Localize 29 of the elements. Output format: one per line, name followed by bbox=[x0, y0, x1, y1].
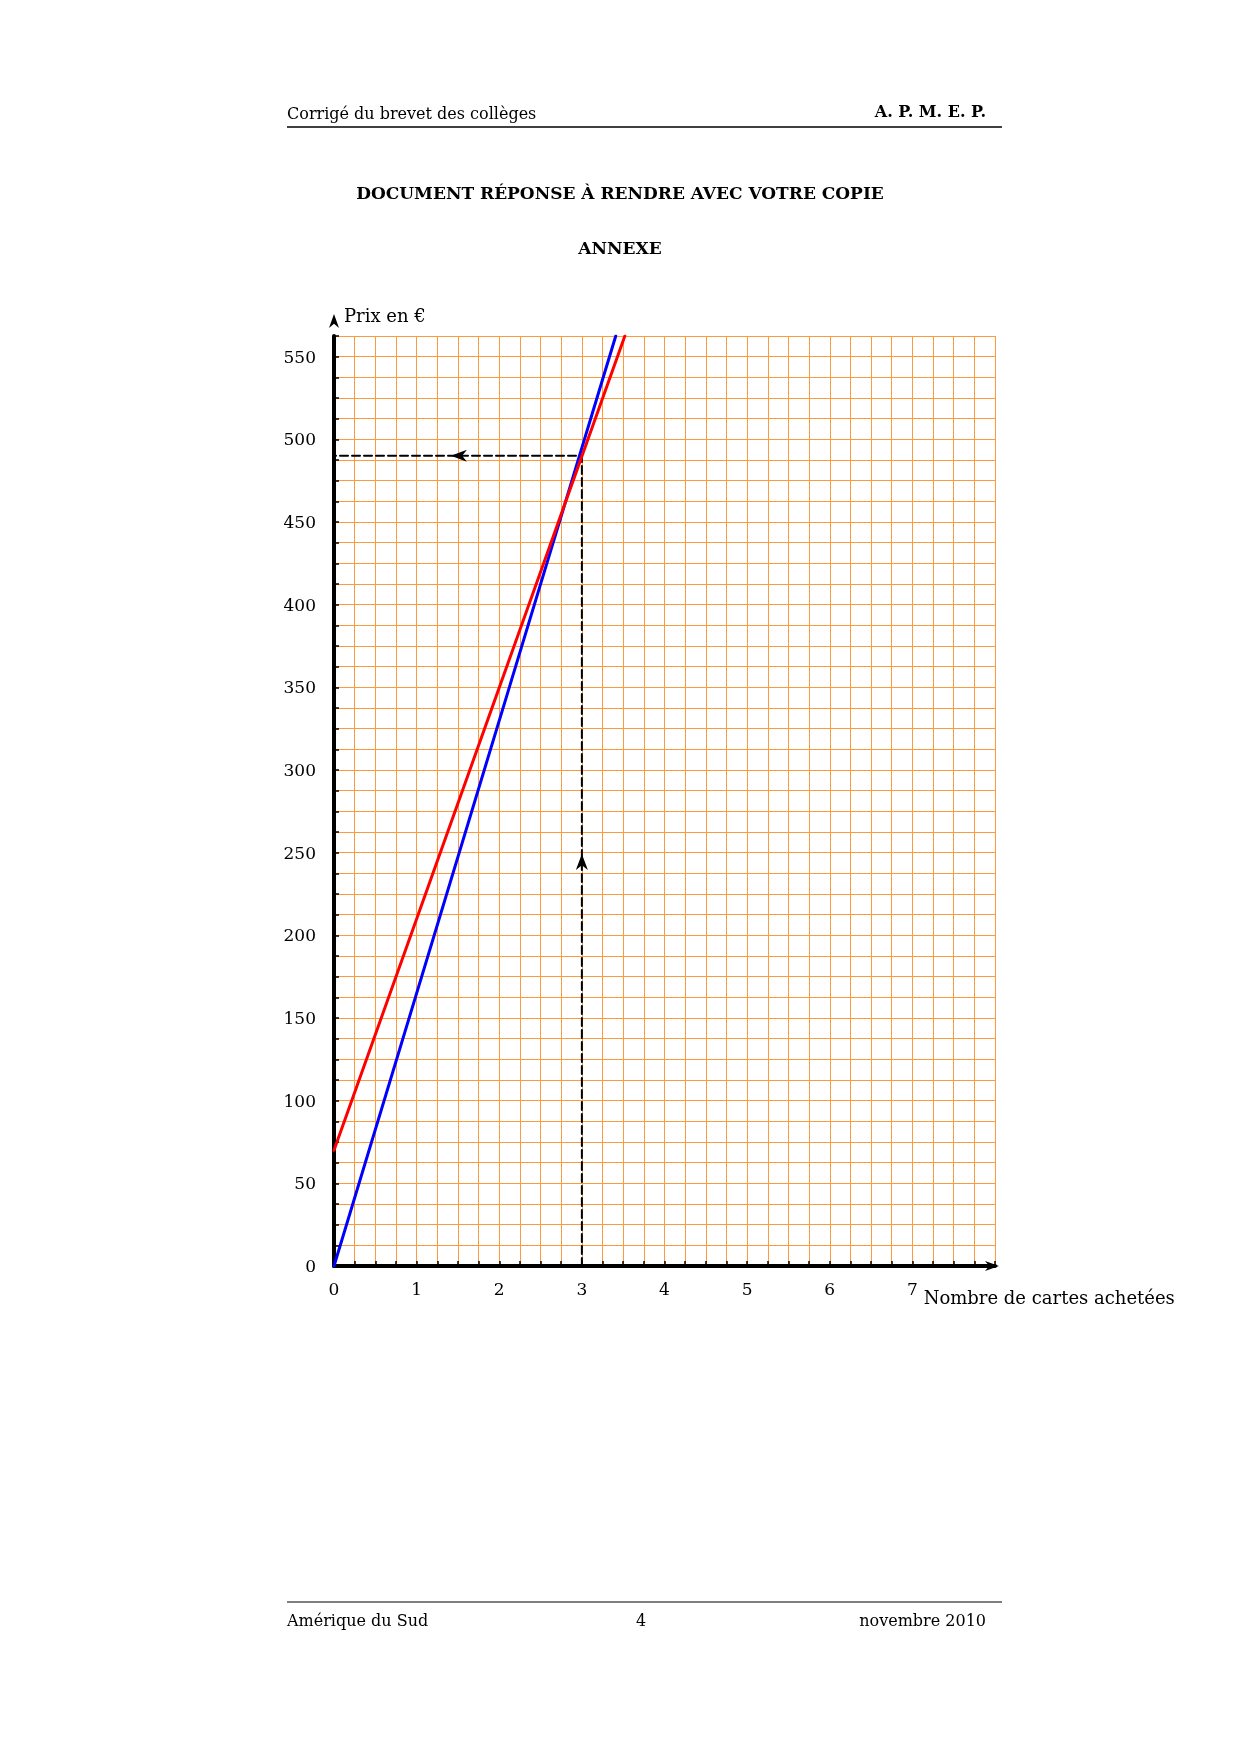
y-tick-label: 0 bbox=[305, 1256, 316, 1276]
text: Amérique du Sud bbox=[286, 1610, 429, 1630]
y-tick-label: 100 bbox=[283, 1090, 316, 1111]
y-tick-label: 200 bbox=[283, 925, 316, 946]
x-tick-label: 0 bbox=[328, 1278, 340, 1299]
x-tick-label: 5 bbox=[741, 1278, 753, 1299]
x-tick-label: 7 bbox=[906, 1278, 918, 1299]
y-axis-title: Prix en € bbox=[344, 304, 426, 326]
y-tick-label: 250 bbox=[283, 842, 316, 863]
y-tick-label: 450 bbox=[283, 512, 316, 532]
text: 4 bbox=[636, 1610, 647, 1630]
chart-subtitle: ANNEXE bbox=[577, 237, 662, 258]
y-tick-label: 550 bbox=[283, 346, 316, 367]
y-tick-label: 300 bbox=[283, 760, 316, 780]
x-axis-title: Nombre de cartes achetées bbox=[923, 1286, 1175, 1308]
y-tick-label: 400 bbox=[283, 594, 316, 615]
x-tick-label: 2 bbox=[493, 1278, 505, 1299]
x-tick-label: 1 bbox=[411, 1278, 423, 1299]
x-tick-label: 6 bbox=[824, 1278, 836, 1299]
y-tick-label: 350 bbox=[283, 677, 316, 698]
x-tick-label: 4 bbox=[659, 1278, 670, 1299]
chart-title: DOCUMENT RÉPONSE À RENDRE AVEC VOTRE COPIE bbox=[356, 182, 884, 203]
y-tick-label: 150 bbox=[283, 1008, 316, 1028]
text: A. P. M. E. P. bbox=[873, 101, 986, 121]
y-tick-label: 50 bbox=[294, 1173, 316, 1194]
text: novembre 2010 bbox=[859, 1610, 986, 1630]
y-tick-label: 500 bbox=[283, 429, 316, 450]
text: Corrigé du brevet des collèges bbox=[287, 103, 537, 123]
x-tick-label: 3 bbox=[576, 1278, 588, 1299]
